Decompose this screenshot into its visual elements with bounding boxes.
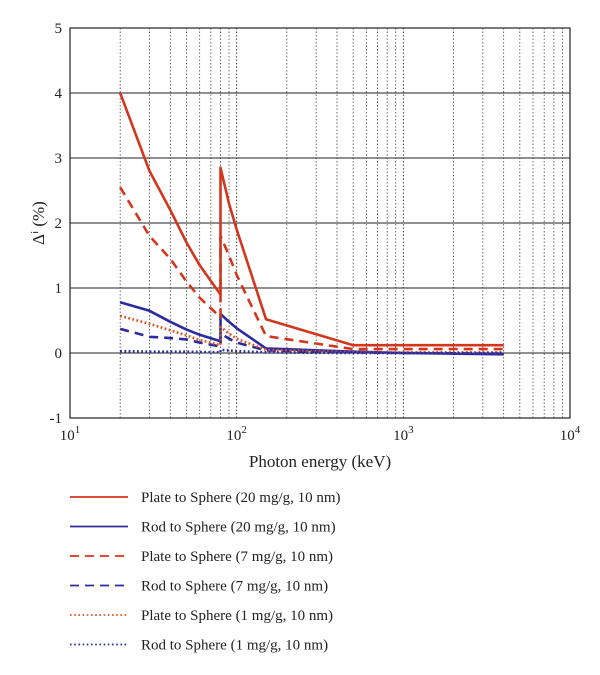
grid (69, 27, 571, 419)
legend-label: Plate to Sphere (7 mg/g, 10 nm) (141, 549, 333, 565)
x-tick-label: 101 (60, 424, 81, 444)
y-tick-label: 3 (55, 151, 63, 167)
series-line-4 (119, 327, 504, 355)
legend-label: Plate to Sphere (20 mg/g, 10 nm) (141, 490, 341, 506)
legend-label: Rod to Sphere (7 mg/g, 10 nm) (141, 579, 328, 595)
y-tick-label: 4 (55, 86, 63, 102)
y-tick-label: -1 (50, 411, 63, 427)
legend: Plate to Sphere (20 mg/g, 10 nm) Rod to S… (70, 490, 341, 654)
plot-frame (69, 27, 571, 419)
series-layer (118, 92, 504, 356)
x-tick-label: 102 (226, 424, 247, 444)
series-line-3 (119, 186, 504, 351)
y-tick-label: 1 (55, 281, 63, 297)
legend-label: Plate to Sphere (1 mg/g, 10 nm) (141, 608, 333, 624)
x-axis-label: Photon energy (keV) (249, 452, 391, 471)
y-tick-label: 5 (55, 21, 63, 37)
x-tick-label: 104 (560, 424, 581, 444)
x-tick-label: 103 (393, 424, 414, 444)
y-axis-label: Δⁱ (%) (29, 201, 48, 245)
series-line-1 (118, 92, 504, 347)
legend-label: Rod to Sphere (20 mg/g, 10 nm) (141, 520, 336, 536)
legend-label: Rod to Sphere (1 mg/g, 10 nm) (141, 638, 328, 654)
ticks: -1 0 1 2 3 4 5 101 102 103 104 (50, 21, 581, 444)
series-line-6 (120, 348, 504, 355)
y-tick-label: 2 (55, 216, 63, 232)
y-tick-label: 0 (55, 346, 63, 362)
